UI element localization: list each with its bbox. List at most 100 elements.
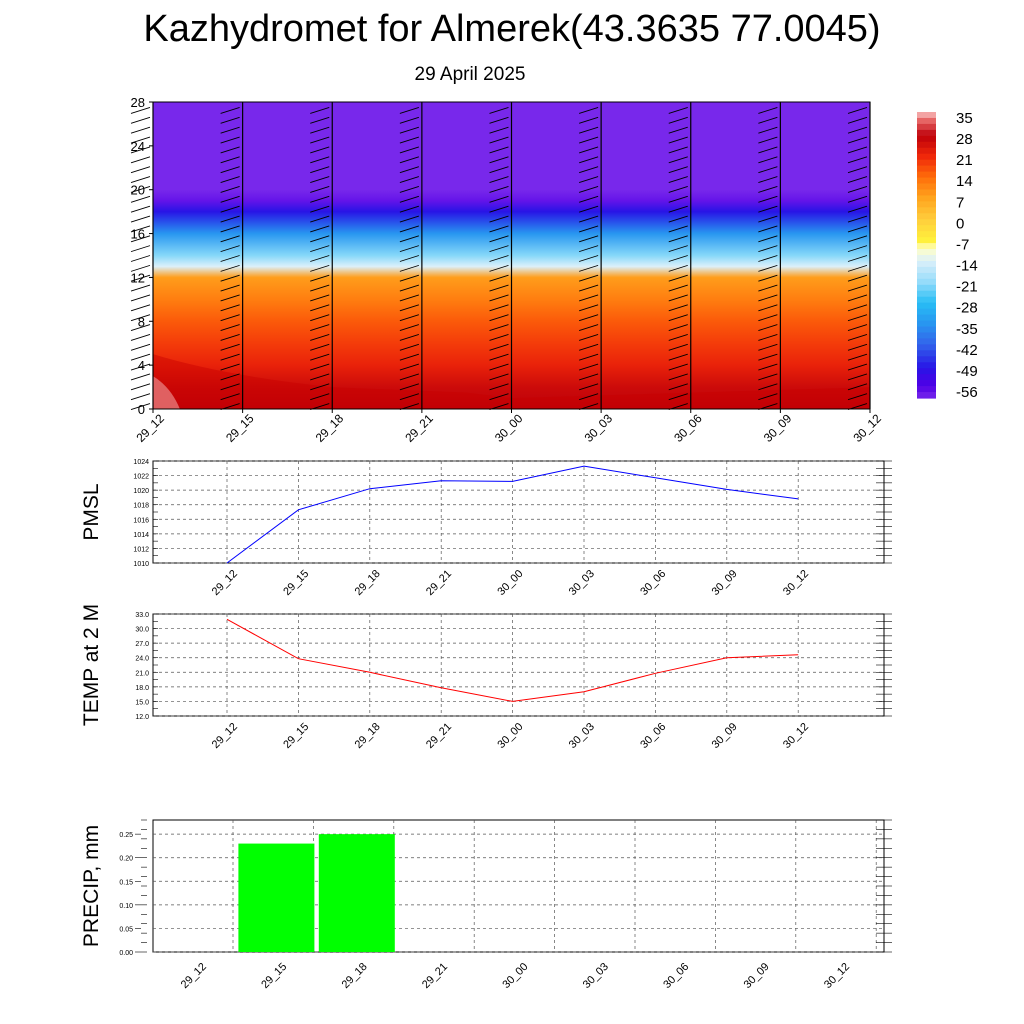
wind-barb (668, 166, 688, 174)
x-tick-label: 29_15 (259, 961, 289, 991)
colorbar-segment (917, 368, 936, 375)
wind-barb (758, 255, 778, 262)
wind-barb (399, 274, 420, 282)
x-tick-label: 30_03 (567, 721, 597, 751)
wind-barb (489, 284, 509, 292)
x-tick-label: 30_12 (781, 721, 811, 751)
wind-barb (758, 383, 778, 391)
colorbar-label: 0 (956, 215, 964, 232)
colorbar-segment (917, 189, 936, 197)
x-tick-label: 29_15 (281, 721, 311, 751)
wind-barb (310, 264, 330, 272)
wind-barb (578, 353, 599, 361)
chart-subtitle: 29 April 2025 (414, 64, 526, 85)
wind-barb (489, 383, 509, 391)
x-tick-label: 30_00 (500, 961, 530, 991)
colorbar-label: 14 (956, 173, 973, 190)
wind-barb (578, 255, 599, 262)
wind-barb (399, 205, 420, 213)
precip-bar (318, 834, 395, 952)
wind-barb (310, 353, 330, 361)
wind-barb (220, 235, 240, 243)
wind-barb (310, 294, 330, 302)
wind-barb (220, 343, 240, 351)
wind-barb (489, 146, 509, 154)
x-tick-label: 29_18 (353, 568, 383, 598)
wind-barb (847, 383, 868, 391)
x-tick-label: 29_15 (281, 568, 311, 598)
wind-barb (758, 116, 778, 124)
x-tick-label: 30_09 (710, 568, 740, 598)
x-tick-label: 29_18 (313, 411, 347, 445)
x-tick-label: 30_03 (582, 411, 616, 445)
x-tick-label: 30_06 (661, 961, 691, 991)
wind-barb (578, 284, 599, 292)
x-tick-label: 30_09 (710, 721, 740, 751)
temp-series-line (226, 618, 799, 702)
wind-barb (668, 126, 688, 134)
wind-barb (310, 176, 330, 183)
wind-barb (758, 393, 778, 401)
wind-barb (578, 304, 599, 312)
wind-barb (578, 116, 599, 124)
wind-barb (130, 343, 151, 351)
wind-barb (489, 195, 509, 203)
wind-barb (220, 393, 240, 401)
wind-barb (310, 116, 330, 124)
wind-barb (130, 166, 151, 174)
y-tick-label: 33.0 (135, 612, 149, 619)
colorbar-segment (917, 117, 936, 125)
wind-barb (220, 373, 240, 381)
wind-barb (489, 116, 509, 124)
wind-barb (578, 156, 599, 164)
wind-barb (130, 195, 151, 203)
wind-barb (399, 126, 420, 134)
y-tick-label: 18.0 (135, 685, 149, 692)
wind-barb (489, 363, 509, 371)
wind-barb (578, 274, 599, 282)
chart-title: Kazhydromet for Almerek(43.3635 77.0045) (143, 8, 881, 50)
x-tick-label: 29_21 (420, 961, 450, 991)
wind-barb (758, 176, 778, 183)
colorbar-segment (917, 266, 936, 274)
x-tick-label: 30_06 (638, 721, 668, 751)
wind-barb (220, 255, 240, 262)
wind-barb (578, 195, 599, 203)
wind-barb (489, 235, 509, 243)
colorbar-label: -7 (956, 236, 969, 253)
wind-barb (489, 393, 509, 401)
colorbar-segment (917, 296, 936, 304)
wind-barb (130, 353, 151, 361)
wind-barb (847, 146, 868, 154)
colorbar-segment (917, 129, 936, 137)
y-tick-label: 1018 (133, 503, 149, 510)
wind-barb (668, 195, 688, 203)
wind-barb (399, 235, 420, 243)
wind-barb (220, 324, 240, 332)
wind-barb (758, 334, 778, 341)
wind-barb (668, 373, 688, 381)
wind-barb (130, 264, 151, 272)
wind-barb (578, 343, 599, 351)
x-tick-label: 30_03 (567, 568, 597, 598)
colorbar-label: -56 (956, 384, 978, 401)
x-tick-label: 30_12 (850, 411, 884, 445)
wind-barb (399, 136, 420, 144)
colorbar-segment (917, 112, 936, 119)
wind-barb (399, 146, 420, 154)
wind-barb (847, 393, 868, 401)
wind-barb (668, 264, 688, 272)
colorbar-label: -49 (956, 363, 978, 380)
wind-barb (130, 304, 151, 312)
colorbar-segment (917, 386, 936, 393)
colorbar-label: -14 (956, 258, 978, 275)
colorbar-segment (917, 392, 936, 399)
wind-barb (668, 245, 688, 253)
y-tick-label: 15.0 (135, 699, 149, 706)
wind-barb (220, 334, 240, 341)
colorbar-segment (917, 380, 936, 387)
wind-barb (758, 324, 778, 332)
wind-barb (399, 176, 420, 183)
wind-barb (310, 205, 330, 213)
wind-barb (399, 353, 420, 361)
